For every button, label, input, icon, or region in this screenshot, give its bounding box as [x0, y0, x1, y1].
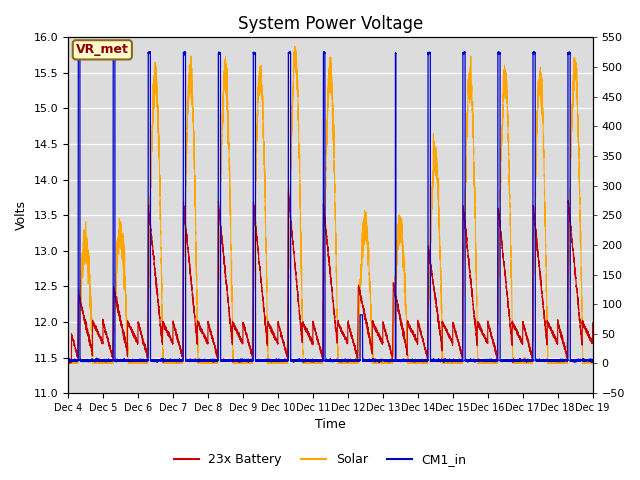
X-axis label: Time: Time [315, 419, 346, 432]
Y-axis label: Volts: Volts [15, 200, 28, 230]
Text: VR_met: VR_met [76, 43, 129, 56]
Legend: 23x Battery, Solar, CM1_in: 23x Battery, Solar, CM1_in [168, 448, 472, 471]
Title: System Power Voltage: System Power Voltage [237, 15, 423, 33]
